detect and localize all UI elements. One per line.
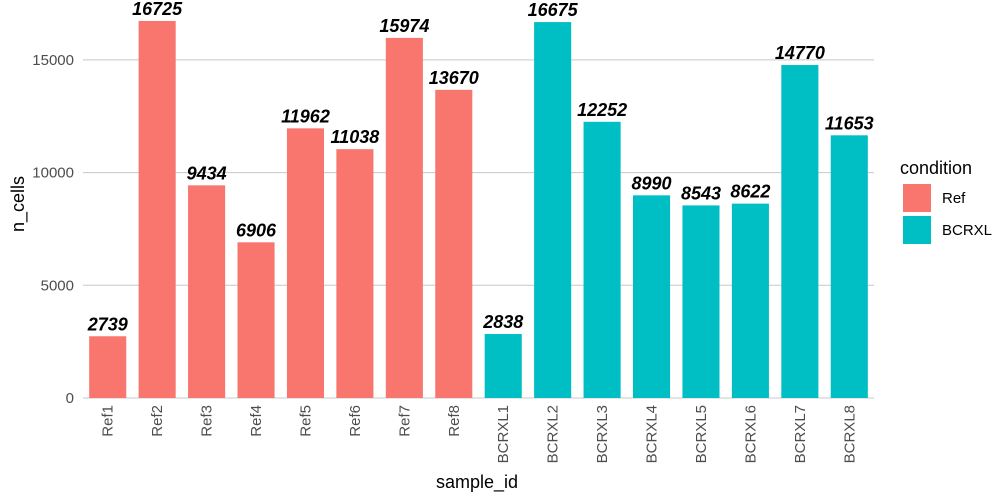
data-label-Ref5: 11962	[281, 106, 330, 126]
bar-BCRXL2	[534, 22, 572, 398]
x-tick-label-Ref5: Ref5	[297, 405, 314, 437]
x-tick-label-Ref6: Ref6	[347, 405, 364, 437]
x-tick-label-Ref8: Ref8	[446, 405, 463, 437]
data-label-BCRXL4: 8990	[632, 173, 672, 193]
data-label-Ref4: 6906	[236, 220, 277, 240]
bar-BCRXL5	[682, 205, 720, 398]
data-label-Ref8: 13670	[429, 68, 479, 88]
x-tick-label-Ref3: Ref3	[199, 405, 216, 437]
data-label-BCRXL6: 8622	[730, 182, 770, 202]
legend-title: condition	[900, 158, 972, 178]
x-tick-label-BCRXL8: BCRXL8	[841, 405, 858, 463]
bar-BCRXL6	[731, 203, 769, 398]
bar-Ref3	[188, 185, 226, 398]
x-axis-title: sample_id	[436, 472, 518, 493]
bar-BCRXL7	[781, 65, 819, 399]
data-label-Ref3: 9434	[187, 163, 227, 183]
x-tick-label-BCRXL2: BCRXL2	[545, 405, 562, 463]
data-label-BCRXL2: 16675	[528, 0, 579, 20]
bar-BCRXL4	[632, 195, 671, 398]
legend-key-BCRXL	[903, 216, 931, 244]
x-tick-label-Ref2: Ref2	[149, 405, 166, 437]
y-tick-label: 10000	[32, 165, 74, 182]
bar-BCRXL8	[830, 135, 868, 398]
bar-Ref5	[286, 128, 325, 398]
x-tick-label-BCRXL3: BCRXL3	[594, 405, 611, 463]
bar-Ref8	[435, 89, 473, 398]
bars	[89, 20, 868, 399]
bar-Ref7	[385, 37, 423, 398]
data-label-Ref2: 16725	[132, 0, 183, 19]
x-tick-label-BCRXL5: BCRXL5	[693, 405, 710, 463]
x-axis-ticks: Ref1 Ref2 Ref3 Ref4 Ref5 Ref6 Ref7 Ref8 BCRXL1 BC…	[100, 405, 859, 463]
data-label-BCRXL3: 12252	[577, 100, 627, 120]
x-tick-label-BCRXL1: BCRXL1	[495, 405, 512, 463]
data-label-BCRXL7: 14770	[775, 43, 825, 63]
bar-Ref4	[237, 242, 275, 398]
data-label-Ref7: 15974	[379, 16, 429, 36]
bar-Ref2	[138, 20, 176, 398]
x-tick-label-Ref4: Ref4	[248, 405, 265, 437]
data-label-Ref1: 2739	[87, 314, 128, 334]
bar-Ref1	[89, 336, 127, 398]
legend: condition Ref BCRXL	[900, 158, 992, 244]
x-tick-label-BCRXL7: BCRXL7	[792, 405, 809, 463]
x-tick-label-Ref7: Ref7	[396, 405, 413, 437]
x-tick-label-Ref1: Ref1	[100, 405, 117, 437]
y-axis-title: n_cells	[8, 176, 29, 232]
bar-Ref6	[336, 149, 374, 398]
y-axis-ticks: 0 5000 10000 15000	[32, 52, 74, 407]
data-label-BCRXL8: 11653	[825, 113, 874, 133]
legend-label-Ref: Ref	[942, 190, 966, 207]
legend-key-Ref	[903, 184, 931, 212]
x-tick-label-BCRXL6: BCRXL6	[742, 405, 759, 463]
bar-BCRXL1	[484, 334, 522, 398]
data-label-BCRXL5: 8543	[681, 183, 721, 203]
data-label-BCRXL1: 2838	[482, 312, 523, 332]
x-tick-label-BCRXL4: BCRXL4	[644, 405, 661, 463]
legend-label-BCRXL: BCRXL	[942, 222, 992, 239]
y-tick-label: 5000	[41, 277, 74, 294]
bar-BCRXL3	[583, 121, 621, 399]
data-label-Ref6: 11038	[331, 127, 380, 147]
y-tick-label: 15000	[32, 52, 74, 69]
y-tick-label: 0	[66, 390, 74, 407]
